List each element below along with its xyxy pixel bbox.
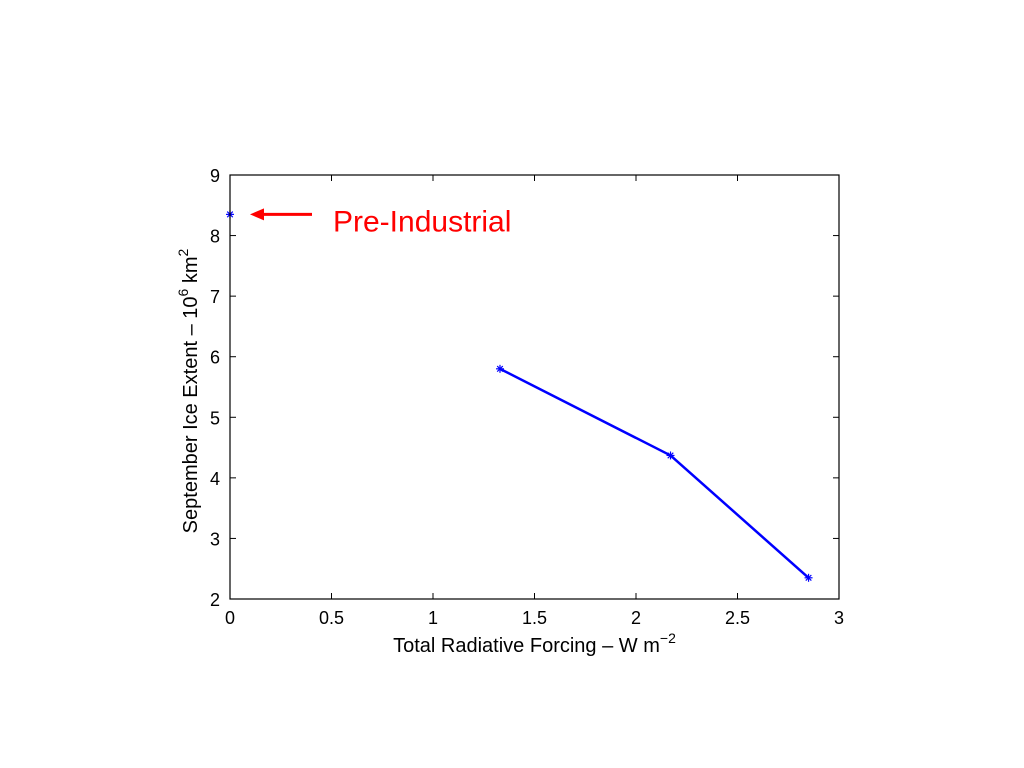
annotation-label: Pre-Industrial — [333, 205, 511, 238]
y-tick-label: 2 — [210, 590, 220, 610]
x-tick-label: 1.5 — [522, 608, 547, 628]
y-axis-tick-labels: 2 3 4 5 6 7 8 9 — [210, 166, 220, 610]
y-axis-title-text: September Ice Extent – 10 — [180, 297, 202, 534]
x-tick-label: 0.5 — [319, 608, 344, 628]
x-tick-label: 3 — [834, 608, 844, 628]
x-axis-title: Total Radiative Forcing – W m−2 — [393, 630, 676, 657]
x-axis-title-text: Total Radiative Forcing – W m — [393, 635, 660, 657]
marker-stroke — [805, 574, 812, 582]
series-line — [499, 367, 810, 579]
y-tick-label: 4 — [210, 469, 220, 489]
series-0 — [495, 364, 813, 582]
marker-stroke — [667, 452, 674, 459]
x-axis-tick-labels: 0 0.5 1 1.5 2 2.5 3 — [225, 608, 844, 628]
data-point — [495, 364, 504, 373]
y-axis-title: September Ice Extent – 106 km2 — [175, 248, 202, 533]
data-point — [804, 573, 813, 582]
x-tick-label: 0 — [225, 608, 235, 628]
y-axis-title-sup-2: 2 — [175, 248, 191, 256]
marker-stroke — [496, 365, 504, 373]
series-layer — [226, 210, 813, 582]
x-axis-title-sup: −2 — [660, 630, 676, 646]
x-tick-label: 2.5 — [725, 608, 750, 628]
annotation-layer: Pre-Industrial — [250, 205, 511, 238]
annotation-arrow-head — [250, 208, 264, 221]
y-tick-label: 3 — [210, 529, 220, 549]
y-tick-label: 5 — [210, 408, 220, 428]
x-tick-label: 2 — [631, 608, 641, 628]
y-tick-label: 9 — [210, 166, 220, 186]
x-tick-label: 1 — [428, 608, 438, 628]
data-point — [666, 451, 675, 460]
plot-frame — [229, 174, 840, 600]
y-tick-label: 6 — [210, 348, 220, 368]
y-tick-label: 7 — [210, 287, 220, 307]
y-axis-title-sup-1: 6 — [175, 289, 191, 297]
y-axis-title-middle: km — [180, 256, 202, 288]
y-tick-label: 8 — [210, 227, 220, 247]
